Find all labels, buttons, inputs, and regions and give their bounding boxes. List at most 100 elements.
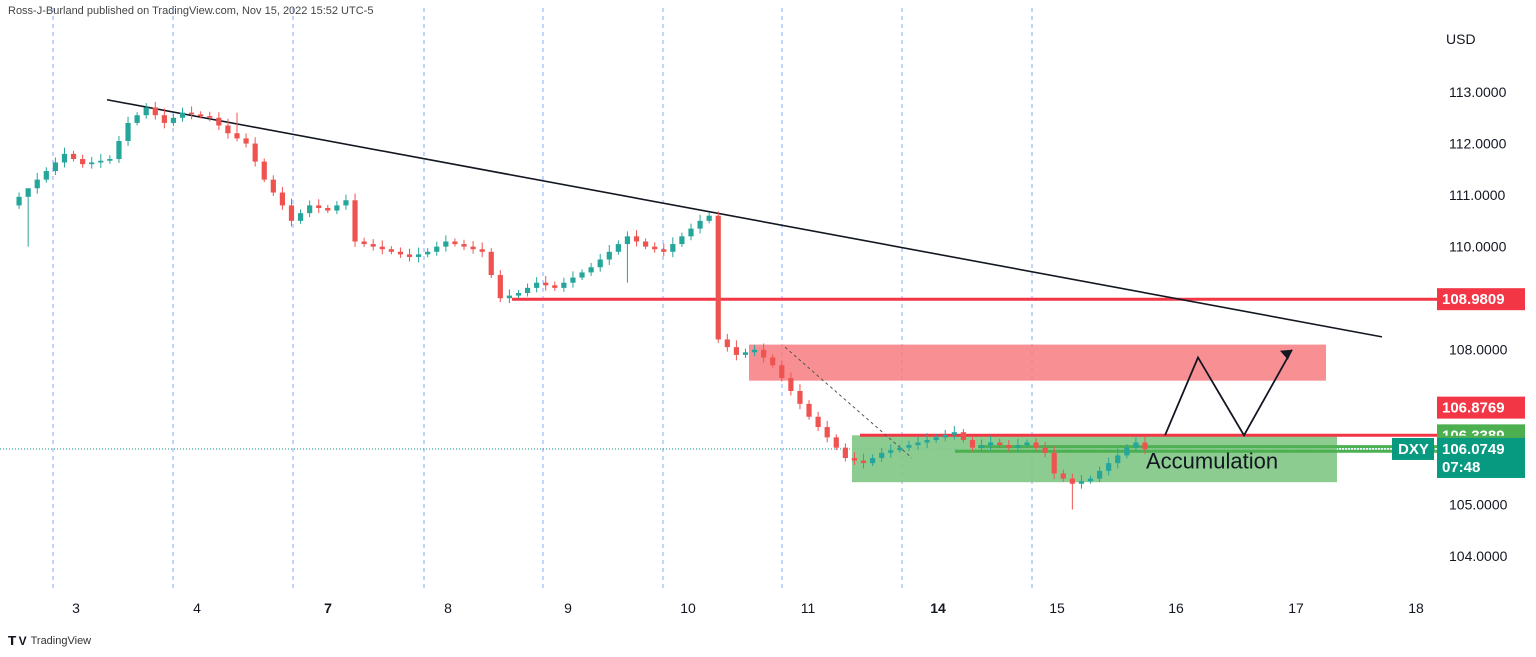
- candle-107: [978, 439, 985, 453]
- candle-108: [988, 435, 994, 451]
- candle-20: [189, 106, 195, 120]
- zones: [749, 344, 1337, 483]
- candles: [16, 101, 1148, 510]
- candle-33: [307, 200, 313, 218]
- candle-62: [570, 271, 576, 288]
- candle-19: [179, 107, 186, 122]
- candle-88: [806, 400, 812, 420]
- candle-104: [951, 426, 957, 440]
- candle-9: [89, 156, 95, 169]
- countdown-label: 07:48: [1442, 459, 1480, 476]
- candle-36: [334, 201, 340, 215]
- candle-22: [207, 111, 213, 122]
- x-tick-label: 14: [930, 600, 946, 616]
- x-tick-label: 8: [444, 600, 452, 616]
- candle-8: [80, 154, 86, 168]
- candle-38: [352, 193, 358, 247]
- candle-40: [370, 239, 376, 251]
- candle-94: [860, 453, 867, 469]
- candle-42: [388, 246, 394, 255]
- candle-73: [670, 237, 676, 258]
- candle-1: [16, 192, 22, 209]
- candle-48: [443, 235, 449, 252]
- candle-41: [379, 240, 385, 255]
- candle-4: [43, 167, 49, 183]
- candle-26: [243, 133, 249, 148]
- candle-113: [1033, 438, 1039, 452]
- candle-10: [98, 153, 104, 168]
- candle-112: [1024, 439, 1030, 448]
- candle-92: [842, 443, 848, 462]
- symbol-tag: DXY: [1392, 437, 1434, 460]
- candle-15: [143, 103, 149, 119]
- candle-99: [906, 440, 912, 452]
- candle-100: [915, 436, 921, 450]
- footer-brand: TradingView: [30, 635, 92, 647]
- candle-44: [406, 248, 413, 262]
- candle-50: [461, 239, 467, 251]
- axes: 104.0000 105.0000 108.0000 110.0000 111.0000…: [72, 84, 1508, 616]
- candle-70: [643, 238, 649, 250]
- candle-49: [452, 238, 458, 247]
- price-tag-label: 106.8769: [1442, 400, 1505, 417]
- candle-102: [933, 433, 939, 443]
- candle-59: [543, 275, 549, 291]
- candle-23: [216, 112, 222, 130]
- dashed-trendline: [784, 346, 913, 459]
- candle-58: [534, 277, 540, 293]
- candle-69: [633, 230, 640, 247]
- candle-34: [316, 199, 322, 213]
- y-tick-label: 111.0000: [1449, 187, 1506, 203]
- x-tick-label: 18: [1408, 600, 1424, 616]
- candle-122: [1115, 448, 1121, 469]
- candle-6: [61, 147, 68, 168]
- candle-103: [942, 429, 948, 442]
- x-tick-label: 17: [1288, 600, 1304, 616]
- x-tick-label: 11: [801, 600, 816, 616]
- candle-110: [1006, 440, 1012, 452]
- y-tick-label: 104.0000: [1449, 548, 1508, 564]
- candle-3: [34, 172, 40, 194]
- candle-32: [297, 209, 304, 224]
- candle-65: [597, 253, 603, 272]
- candle-96: [879, 447, 885, 462]
- footer: 𝗧 V TradingView: [8, 634, 91, 648]
- y-tick-label: 108.0000: [1449, 342, 1508, 358]
- candle-31: [288, 198, 295, 227]
- candle-86: [788, 372, 794, 396]
- tradingview-logo-icon: 𝗧 V: [8, 634, 27, 648]
- candle-39: [361, 237, 367, 248]
- candle-18: [170, 114, 177, 126]
- candle-55: [506, 289, 512, 304]
- candle-63: [579, 269, 585, 281]
- candle-106: [969, 435, 976, 452]
- candle-45: [416, 247, 422, 263]
- candle-54: [497, 270, 503, 303]
- accumulation-zone: [852, 435, 1337, 483]
- supply-zone: [749, 344, 1326, 381]
- candle-124: [1133, 437, 1139, 452]
- candle-43: [397, 247, 404, 258]
- candle-12: [116, 136, 122, 163]
- candle-30: [279, 186, 285, 210]
- candle-25: [234, 112, 240, 142]
- candle-87: [797, 384, 803, 410]
- y-tick-label: 113.0000: [1449, 84, 1507, 100]
- price-tag-108.9809: 108.9809: [1437, 288, 1525, 311]
- candle-91: [833, 434, 839, 451]
- candle-51: [470, 241, 476, 254]
- candle-16: [152, 101, 158, 120]
- candle-121: [1106, 457, 1112, 476]
- x-tick-label: 9: [564, 600, 572, 616]
- price-tag-label: 108.9809: [1442, 291, 1505, 308]
- publisher-header: Ross-J-Burland published on TradingView.…: [8, 5, 374, 17]
- candle-29: [270, 175, 276, 196]
- x-tick-label: 4: [193, 600, 201, 616]
- candle-11: [107, 155, 113, 164]
- candle-75: [688, 223, 694, 241]
- accumulation-label: Accumulation: [1146, 448, 1278, 473]
- candle-118: [1078, 474, 1085, 489]
- x-tick-label: 3: [72, 600, 80, 616]
- candle-53: [488, 248, 494, 278]
